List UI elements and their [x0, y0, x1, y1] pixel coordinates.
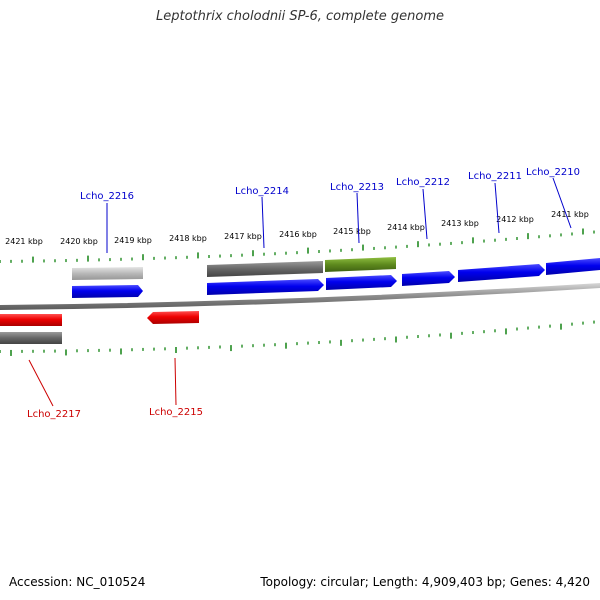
- scale-label: 2411 kbp: [551, 210, 589, 219]
- gene-label: Lcho_2216: [80, 191, 134, 202]
- forward-gene-arrow: [402, 271, 455, 286]
- scale-label: 2415 kbp: [333, 227, 371, 236]
- callout-line: [261, 196, 265, 249]
- gene-label: Lcho_2212: [396, 177, 450, 188]
- callout-line: [552, 177, 572, 229]
- reverse-genes: [0, 311, 199, 326]
- scale-label: 2416 kbp: [279, 230, 317, 239]
- forward-gene-arrow: [458, 264, 545, 282]
- upper-tick-row: [0, 228, 595, 263]
- scale-label: 2412 kbp: [496, 215, 534, 224]
- lower-tick-row: [0, 320, 595, 356]
- callout-line: [422, 188, 428, 240]
- gene-label: Lcho_2217: [27, 409, 81, 420]
- gene-label: Lcho_2214: [235, 186, 289, 197]
- accession-label: Accession: NC_010524: [9, 575, 146, 589]
- genome-summary: Topology: circular; Length: 4,909,403 bp…: [260, 575, 590, 589]
- forward-genes: [72, 258, 600, 298]
- callout-line: [356, 192, 360, 244]
- callout-line: [174, 357, 177, 406]
- callout-line: [494, 182, 500, 234]
- gene-label: Lcho_2215: [149, 407, 203, 418]
- forward-gene-arrow: [546, 258, 600, 275]
- gene-label: Lcho_2211: [468, 171, 522, 182]
- scale-label: 2420 kbp: [60, 237, 98, 246]
- callout-line: [28, 359, 54, 407]
- scale-labels: 2421 kbp 2420 kbp 2419 kbp 2418 kbp 2417…: [5, 210, 589, 246]
- scale-label: 2417 kbp: [224, 232, 262, 241]
- scale-label: 2421 kbp: [5, 237, 43, 246]
- feature-bar-olive: [325, 257, 396, 272]
- callout-lines: [28, 177, 572, 407]
- forward-gene-arrow: [326, 275, 397, 290]
- reverse-gene-arrow: [147, 311, 199, 324]
- map-title: Leptothrix cholodnii SP-6, complete geno…: [156, 9, 444, 24]
- scale-label: 2414 kbp: [387, 223, 425, 232]
- scale-label: 2418 kbp: [169, 234, 207, 243]
- forward-gene-arrow: [72, 285, 143, 298]
- feature-track: [0, 257, 396, 344]
- feature-bar-light-gray: [72, 267, 143, 280]
- feature-bar-gray: [207, 261, 323, 277]
- feature-bar-gray-left: [0, 332, 62, 344]
- forward-gene-arrow: [207, 279, 324, 295]
- gene-label: Lcho_2213: [330, 182, 384, 193]
- gene-label: Lcho_2210: [526, 167, 580, 178]
- genome-backbone: [0, 283, 600, 310]
- reverse-gene-arrow: [0, 314, 62, 326]
- scale-label: 2413 kbp: [441, 219, 479, 228]
- scale-label: 2419 kbp: [114, 236, 152, 245]
